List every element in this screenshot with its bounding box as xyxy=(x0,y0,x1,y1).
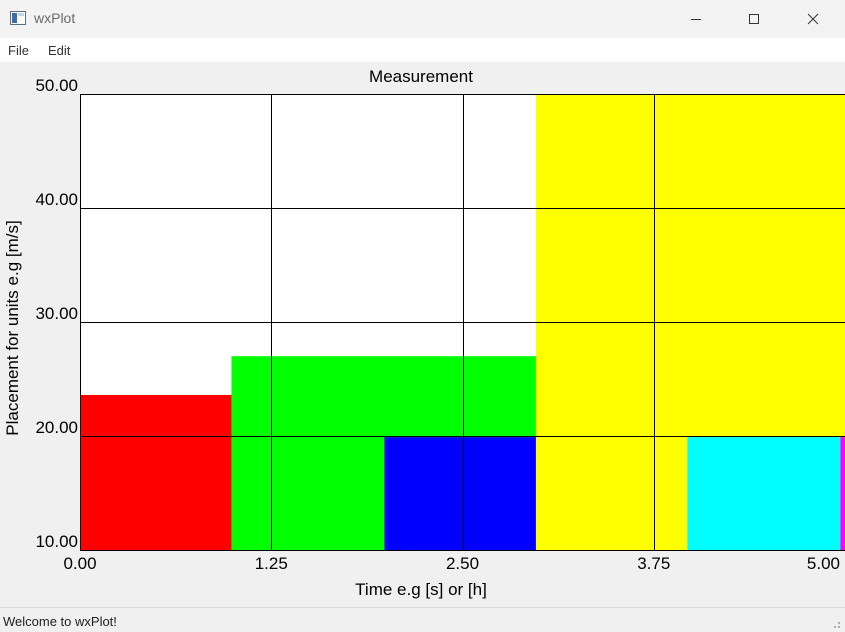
x-tick-label-2: 2.50 xyxy=(446,554,479,573)
x-tick-label-3: 3.75 xyxy=(637,554,670,573)
y-tick-label-4: 50.00 xyxy=(35,76,78,95)
chart-title: Measurement xyxy=(369,67,473,86)
app-icon xyxy=(10,11,26,25)
bar-2 xyxy=(384,437,536,550)
status-bar: Welcome to wxPlot! xyxy=(0,607,845,632)
y-tick-label-2: 30.00 xyxy=(35,304,78,323)
x-axis-label: Time e.g [s] or [h] xyxy=(355,580,487,599)
title-bar: wxPlot xyxy=(0,0,845,38)
maximize-icon xyxy=(749,14,759,24)
x-tick-label-4: 5.00 xyxy=(807,554,840,573)
menu-file[interactable]: File xyxy=(8,43,29,58)
x-tick-label-0: 0.00 xyxy=(63,554,96,573)
bar-0 xyxy=(80,394,232,550)
window-title: wxPlot xyxy=(34,10,76,26)
y-tick-label-0: 10.00 xyxy=(35,532,78,551)
resize-grip-icon[interactable] xyxy=(829,617,841,629)
close-button[interactable] xyxy=(790,0,836,38)
x-tick-label-1: 1.25 xyxy=(255,554,288,573)
y-axis-label: Placement for units e.g [m/s] xyxy=(3,220,22,435)
y-tick-label-3: 40.00 xyxy=(35,190,78,209)
maximize-button[interactable] xyxy=(731,0,777,38)
close-icon xyxy=(807,13,819,25)
menu-edit[interactable]: Edit xyxy=(48,43,71,58)
y-tick-label-1: 20.00 xyxy=(35,418,78,437)
menu-bar: File Edit xyxy=(0,38,845,62)
minimize-icon xyxy=(691,19,701,20)
bar-4 xyxy=(687,437,841,550)
plot-area[interactable]: 0.00 1.25 2.50 3.75 5.00 10.00 20.00 30.00 40.00… xyxy=(0,62,845,606)
bar-5 xyxy=(840,437,845,550)
status-text: Welcome to wxPlot! xyxy=(3,614,117,629)
minimize-button[interactable] xyxy=(673,0,719,38)
chart[interactable]: 0.00 1.25 2.50 3.75 5.00 10.00 20.00 30.00 40.00… xyxy=(0,62,845,606)
